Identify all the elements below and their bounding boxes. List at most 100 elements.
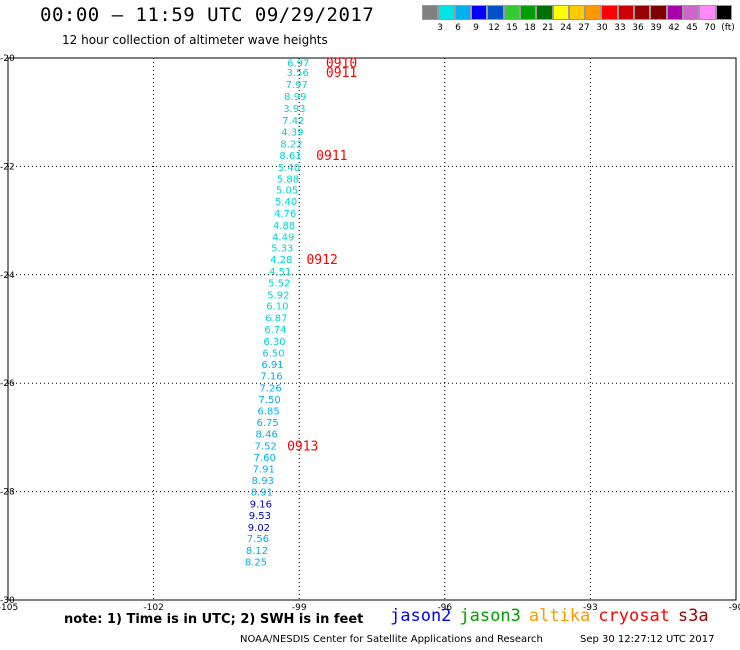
legend-swatch	[568, 5, 586, 20]
x-tick-label: -90	[729, 603, 740, 613]
y-tick-label: -22	[0, 162, 15, 172]
legend-swatch	[634, 5, 651, 20]
plot-frame	[7, 57, 737, 601]
wave-height-point: 9.02	[248, 523, 270, 534]
legend-tick-label: (ft)	[721, 23, 735, 33]
y-tick-label: -26	[0, 379, 15, 389]
pass-time-label: 0911	[326, 66, 357, 81]
mission-label-s3a: s3a	[677, 606, 709, 626]
wave-height-point: 8.91	[251, 488, 273, 499]
wave-height-point: 7.16	[260, 372, 282, 383]
mission-label-altika: altika	[528, 606, 591, 626]
wave-height-point: 9.53	[249, 511, 271, 522]
x-tick-label: -105	[0, 603, 18, 613]
y-tick-label: -24	[0, 271, 15, 281]
wave-height-point: 6.30	[263, 337, 285, 348]
legend-tick-label: 70	[704, 23, 716, 33]
legend-tick-label: 27	[578, 23, 590, 33]
legend-swatch	[617, 5, 635, 20]
legend-tick-label: 18	[524, 23, 536, 33]
wave-height-point: 7.60	[254, 453, 276, 464]
legend-tick-label: 21	[542, 23, 554, 33]
legend-tick-labels: 3 6 9 12 15 18 21 24 27 30 33 36 39 42 45 70 (ft)	[422, 21, 735, 35]
legend-tick-label: 45	[686, 23, 698, 33]
wave-height-point: 5.52	[268, 278, 290, 289]
wave-height-point: 5.40	[275, 197, 297, 208]
legend-swatch	[666, 5, 683, 20]
wave-height-point: 4.28	[270, 255, 292, 266]
y-tick-label: -20	[0, 54, 15, 64]
mission-label-jason3: jason3	[459, 606, 521, 626]
wave-height-point: 5.05	[276, 186, 298, 197]
wave-height-point: 6.50	[262, 348, 284, 359]
legend-swatch	[503, 5, 520, 20]
wave-height-point: 6.97	[287, 58, 309, 69]
legend-tick-label: 30	[596, 23, 608, 33]
chart-subtitle: 12 hour collection of altimeter wave hei…	[62, 33, 328, 47]
wave-height-point: 7.26	[259, 384, 281, 395]
legend-swatch	[601, 5, 618, 20]
legend-tick-label: 42	[668, 23, 680, 33]
wave-height-point: 4.51	[269, 267, 291, 278]
wave-height-point: 8.61	[279, 151, 301, 162]
mission-label-jason2: jason2	[390, 606, 452, 626]
wave-height-point: 6.91	[261, 360, 283, 371]
legend-swatch	[585, 5, 602, 20]
wave-height-point: 8.99	[284, 92, 306, 103]
color-scale-legend: 3 6 9 12 15 18 21 24 27 30 33 36 39 42 45 70 (ft)	[422, 5, 735, 37]
legend-swatch	[422, 5, 439, 20]
wave-height-point: 9.16	[250, 500, 272, 511]
legend-swatch	[683, 5, 700, 20]
wave-height-point: 5.92	[267, 290, 289, 301]
wave-height-point: 3.56	[287, 68, 309, 79]
legend-tick-label: 39	[650, 23, 662, 33]
wave-height-point: 6.10	[266, 302, 288, 313]
y-tick-label: -28	[0, 488, 15, 498]
footnote: note: 1) Time is in UTC; 2) SWH is in fe…	[64, 612, 364, 627]
wave-height-point: 7.91	[253, 464, 275, 475]
wave-height-point: 7.56	[247, 534, 269, 545]
legend-tick-label: 6	[455, 23, 461, 33]
x-tick-label: -102	[143, 603, 163, 613]
legend-swatch	[438, 5, 455, 20]
legend-swatch	[519, 5, 537, 20]
wave-height-point: 6.85	[257, 406, 279, 417]
wave-height-point: 6.75	[257, 418, 279, 429]
y-tick-label: -30	[0, 596, 15, 606]
chart-title: 00:00 – 11:59 UTC 09/29/2017	[40, 4, 375, 26]
pass-time-label: 0910	[326, 56, 357, 71]
wave-height-point: 7.50	[258, 395, 280, 406]
wave-height-point: 8.22	[280, 140, 302, 151]
wave-height-point: 4.39	[281, 128, 303, 139]
legend-swatch	[715, 5, 732, 20]
wave-height-point: 3.93	[283, 104, 305, 115]
wave-height-point: 4.88	[273, 221, 295, 232]
legend-swatch	[470, 5, 488, 20]
legend-swatch	[536, 5, 553, 20]
wave-height-point: 7.52	[255, 442, 277, 453]
wave-height-point: 4.76	[274, 209, 296, 220]
legend-swatch	[487, 5, 504, 20]
pass-time-label: 0913	[287, 440, 318, 455]
legend-swatch	[650, 5, 667, 20]
wave-height-point: 8.12	[246, 546, 268, 557]
pass-time-label: 0911	[316, 149, 347, 164]
wave-height-point: 4.49	[272, 232, 294, 243]
legend-tick-label: 24	[560, 23, 572, 33]
legend-swatches	[422, 5, 732, 21]
legend-tick-label: 15	[506, 23, 518, 33]
wave-height-point: 6.74	[264, 325, 286, 336]
mission-legend: jason2 jason3 altika cryosat s3a	[390, 606, 717, 626]
wave-height-point: 7.42	[282, 116, 304, 127]
legend-tick-label: 33	[614, 23, 626, 33]
legend-tick-label: 12	[488, 23, 500, 33]
wave-height-point: 8.46	[256, 430, 278, 441]
x-tick-label: -99	[292, 603, 307, 613]
generation-timestamp: Sep 30 12:27:12 UTC 2017	[580, 634, 715, 645]
wave-height-point: 5.40	[278, 163, 300, 174]
legend-tick-label: 3	[437, 23, 443, 33]
pass-time-label: 0912	[306, 253, 337, 268]
wave-height-point: 8.25	[245, 558, 267, 569]
wave-height-point: 5.33	[271, 244, 293, 255]
